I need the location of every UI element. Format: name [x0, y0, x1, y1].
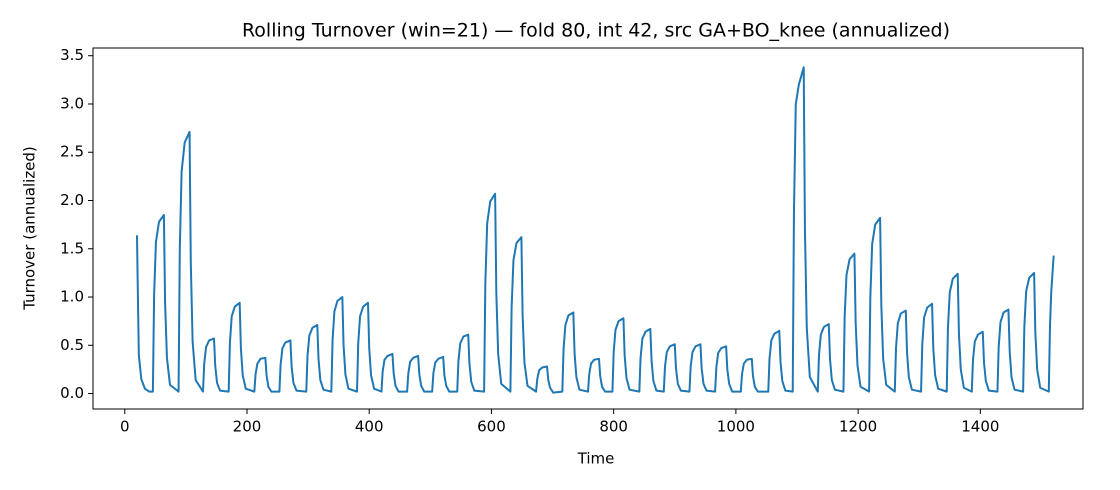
x-tick-label: 1200: [839, 418, 877, 436]
x-tick-label: 1400: [961, 418, 999, 436]
plot-frame: [92, 47, 1084, 410]
chart-title: Rolling Turnover (win=21) — fold 80, int…: [242, 20, 950, 42]
x-tick-label: 800: [599, 418, 628, 436]
y-tick-label: 1.0: [60, 288, 84, 306]
y-tick-label: 1.5: [60, 239, 84, 257]
x-tick-label: 600: [477, 418, 506, 436]
y-tick-label: 0.0: [60, 384, 84, 402]
y-tick-label: 2.0: [60, 191, 84, 209]
x-tick-label: 400: [355, 418, 384, 436]
y-axis-label: Turnover (annualized): [21, 146, 39, 311]
x-tick-label: 200: [233, 418, 262, 436]
y-tick-label: 2.5: [60, 143, 84, 161]
x-tick-label: 0: [120, 418, 130, 436]
y-tick-label: 0.5: [60, 336, 84, 354]
y-tick-label: 3.0: [60, 94, 84, 112]
x-axis-label: Time: [577, 450, 615, 468]
x-tick-label: 1000: [717, 418, 755, 436]
y-tick-label: 3.5: [60, 46, 84, 64]
line-series: [136, 66, 1055, 394]
